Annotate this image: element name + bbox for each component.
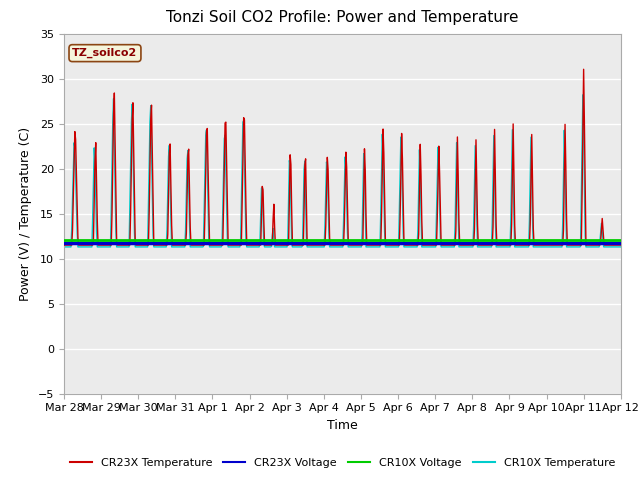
Legend: CR23X Temperature, CR23X Voltage, CR10X Voltage, CR10X Temperature: CR23X Temperature, CR23X Voltage, CR10X … <box>65 453 620 472</box>
X-axis label: Time: Time <box>327 419 358 432</box>
Y-axis label: Power (V) / Temperature (C): Power (V) / Temperature (C) <box>19 127 33 300</box>
Title: Tonzi Soil CO2 Profile: Power and Temperature: Tonzi Soil CO2 Profile: Power and Temper… <box>166 11 518 25</box>
Text: TZ_soilco2: TZ_soilco2 <box>72 48 138 58</box>
